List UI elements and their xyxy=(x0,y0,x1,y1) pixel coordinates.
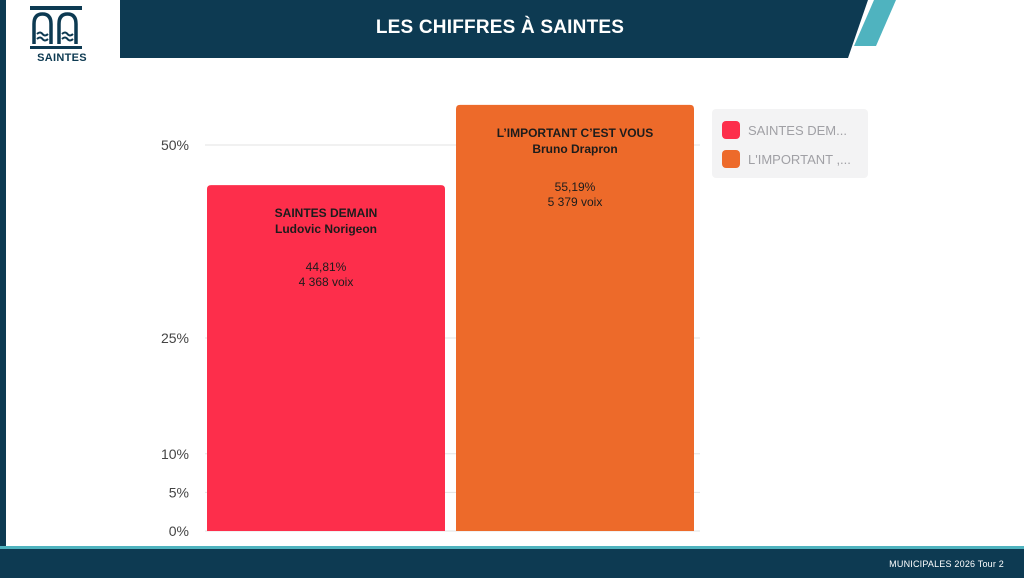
y-tick-label: 50% xyxy=(161,137,189,153)
footer-accent-line xyxy=(0,546,1024,549)
bar-percent-label: 44,81% xyxy=(306,260,347,274)
saintes-emblem-icon xyxy=(30,6,82,49)
footer-text: MUNICIPALES 2026 Tour 2 xyxy=(889,559,1004,569)
logo: SAINTES xyxy=(6,0,118,70)
bar-list-label: L’IMPORTANT C’EST VOUS xyxy=(497,126,653,140)
title-bar-shape xyxy=(120,0,896,58)
y-tick-label: 10% xyxy=(161,446,189,462)
frame-left-border xyxy=(0,0,6,578)
page-title: LES CHIFFRES À SAINTES xyxy=(375,17,625,38)
legend-swatch xyxy=(722,121,740,139)
legend-label: L'IMPORTANT ,... xyxy=(748,151,851,167)
bar xyxy=(456,104,694,531)
y-tick-label: 25% xyxy=(161,330,189,346)
legend-item[interactable]: L'IMPORTANT ,... xyxy=(722,148,868,170)
bar-percent-label: 55,19% xyxy=(555,180,596,194)
bar-candidate-label: Bruno Drapron xyxy=(532,142,617,156)
logo-text: SAINTES xyxy=(37,52,87,64)
y-tick-label: 0% xyxy=(169,523,189,539)
bar-votes-label: 5 379 voix xyxy=(548,195,603,209)
legend-item[interactable]: SAINTES DEM... xyxy=(722,119,868,141)
bar-votes-label: 4 368 voix xyxy=(299,275,354,289)
bar-candidate-label: Ludovic Norigeon xyxy=(275,222,377,236)
y-tick-label: 5% xyxy=(169,484,189,500)
legend-label: SAINTES DEM... xyxy=(748,122,847,138)
chart-legend: SAINTES DEM... L'IMPORTANT ,... xyxy=(712,109,868,178)
footer-bar xyxy=(0,548,1024,578)
bar xyxy=(207,185,445,531)
title-bar: LES CHIFFRES À SAINTES xyxy=(120,0,900,58)
legend-swatch xyxy=(722,150,740,168)
bar-list-label: SAINTES DEMAIN xyxy=(275,206,378,220)
